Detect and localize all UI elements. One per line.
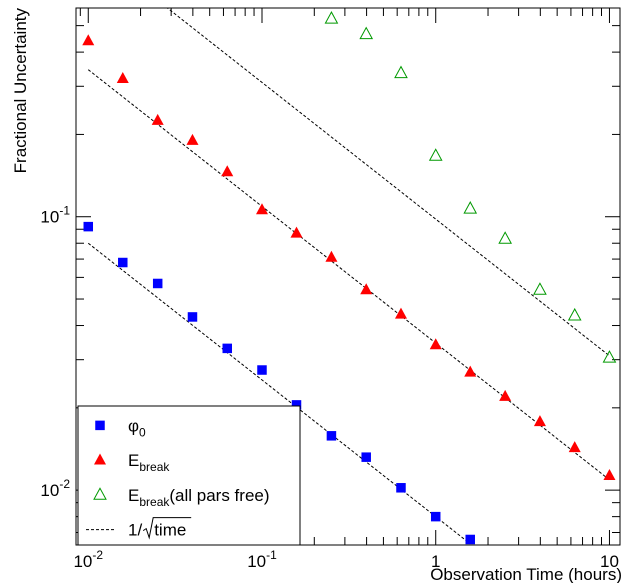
data-point — [82, 34, 95, 46]
x-tick-label: 1 — [431, 552, 440, 571]
reference-line — [166, 8, 610, 357]
data-point — [83, 221, 94, 232]
data-point — [291, 400, 302, 410]
radical-sign — [142, 517, 192, 540]
data-point — [186, 133, 199, 145]
data-points — [82, 11, 617, 545]
legend: φ0 Ebreak Ebreak(all pars free) 1/time — [77, 405, 301, 546]
data-point — [257, 365, 267, 375]
data-point — [567, 307, 582, 321]
legend-marker — [94, 453, 106, 465]
data-point — [151, 113, 164, 125]
data-point — [499, 389, 512, 401]
data-point — [602, 350, 617, 363]
data-point — [359, 26, 374, 40]
legend-label: 1/ — [128, 521, 142, 540]
data-point — [430, 511, 441, 522]
x-axis-title: Observation Time (hours) — [430, 565, 622, 583]
data-point — [361, 452, 371, 462]
data-point — [222, 343, 233, 354]
data-point — [221, 165, 234, 177]
data-point — [187, 312, 198, 322]
data-point — [326, 431, 337, 441]
legend-marker — [93, 487, 107, 500]
y-axis-title: Fractional Uncertainty — [11, 8, 30, 174]
data-point — [290, 226, 303, 238]
legend-box — [77, 405, 301, 546]
data-point — [394, 307, 407, 319]
data-point — [429, 338, 442, 350]
y-tick-label: 10-2 — [40, 477, 70, 500]
reference-lines — [87, 8, 610, 545]
data-point — [533, 415, 546, 427]
x-tick-label: 10-2 — [73, 548, 103, 571]
data-point — [360, 283, 373, 295]
data-point — [463, 201, 478, 214]
legend-marker — [95, 420, 105, 431]
legend-label: Ebreak(all pars free) — [128, 486, 270, 509]
series-0 — [83, 221, 475, 545]
legend-radical-text: time — [154, 521, 186, 540]
y-tick-label: 10-1 — [40, 204, 70, 227]
data-point — [603, 469, 616, 481]
data-point — [394, 65, 408, 79]
data-point — [325, 250, 338, 262]
series-2 — [324, 11, 617, 363]
data-point — [464, 365, 477, 377]
data-point — [568, 441, 581, 453]
data-point — [152, 278, 163, 289]
data-point — [116, 72, 129, 84]
data-point — [428, 148, 443, 161]
data-point — [498, 231, 513, 244]
reference-line — [87, 69, 610, 481]
x-tick-label: 10-1 — [247, 548, 277, 571]
legend-label: φ0 — [128, 416, 146, 439]
series-1 — [82, 34, 616, 481]
plot-frame — [75, 7, 621, 546]
plot-frame-group — [75, 7, 621, 546]
x-tick-label: 10 — [600, 552, 619, 571]
data-point — [396, 483, 406, 493]
reference-line — [87, 242, 471, 545]
data-point — [255, 203, 268, 215]
legend-label: Ebreak — [128, 451, 170, 474]
tick-labels: 10-2 10-1 1 10 10-2 10-1 — [40, 204, 619, 571]
data-point — [324, 11, 339, 24]
data-point — [465, 534, 475, 545]
data-point — [533, 282, 547, 295]
data-point — [118, 257, 128, 268]
